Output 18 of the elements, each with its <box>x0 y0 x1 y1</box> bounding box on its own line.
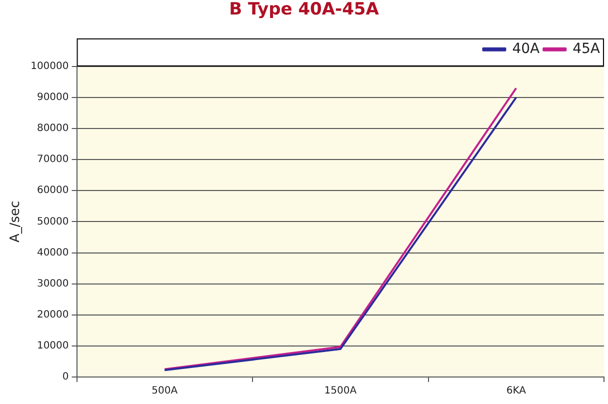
y-axis-title: A_/sec <box>8 200 24 243</box>
y-tick-label: 100000 <box>30 60 69 72</box>
y-tick-label: 40000 <box>36 247 69 258</box>
y-tick-label: 10000 <box>36 340 69 352</box>
y-tick-label: 80000 <box>36 123 69 134</box>
x-tick-label: 6KA <box>506 386 526 397</box>
chart-title: B Type 40A-45A <box>229 0 380 20</box>
x-tick-label: 500A <box>152 386 178 397</box>
y-tick-label: 30000 <box>36 278 69 290</box>
y-tick-label: 90000 <box>36 92 69 104</box>
legend-label: 45A <box>572 41 600 58</box>
y-tick-label: 20000 <box>36 309 69 320</box>
x-tick-label: 1500A <box>324 386 357 397</box>
legend-label: 40A <box>512 41 540 58</box>
y-tick-label: 70000 <box>36 154 69 166</box>
y-tick-label: 50000 <box>36 216 69 228</box>
y-tick-label: 60000 <box>36 185 69 196</box>
y-tick-label: 0 <box>62 372 69 383</box>
